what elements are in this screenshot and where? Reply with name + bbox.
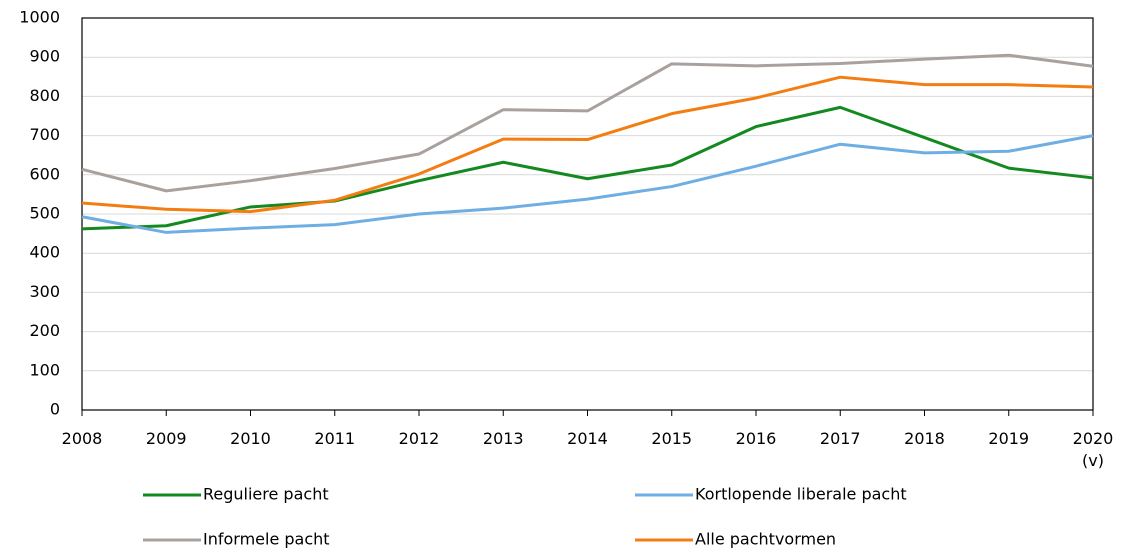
series-line [81,105,1094,231]
series-line [81,75,1094,214]
x-tick-label: 2010 [230,429,271,448]
series-line [81,53,1094,193]
y-tick-label: 500 [29,204,60,223]
legend-label: Alle pachtvormen [695,530,836,549]
series-line [81,134,1094,234]
x-tick-label: 2011 [314,429,356,448]
x-tick-label: 2013 [482,429,524,448]
legend-label: Reguliere pacht [203,485,329,504]
y-tick-label: 200 [29,321,60,340]
y-tick-label: 1000 [19,8,60,27]
x-tick-label: 2020 (v) [1072,429,1114,470]
x-tick-label: 2019 [988,429,1030,448]
x-tick-label: 2018 [904,429,945,448]
x-tick-label: 2009 [145,429,187,448]
x-tick-label: 2014 [567,429,608,448]
y-tick-label: 900 [29,47,60,66]
y-tick-label: 100 [29,360,60,379]
y-tick-label: 0 [50,400,60,419]
y-tick-label: 700 [29,125,60,144]
x-tick-label: 2012 [398,429,440,448]
legend-label: Kortlopende liberale pacht [695,485,907,504]
y-tick-label: 400 [29,243,60,262]
y-tick-label: 300 [29,282,60,301]
x-tick-label: 2015 [651,429,693,448]
x-tick-label: 2008 [61,429,103,448]
legend-label: Informele pacht [203,530,330,549]
x-tick-label: 2016 [735,429,777,448]
x-tick-label: 2017 [819,429,861,448]
y-tick-label: 600 [29,164,60,183]
y-tick-label: 800 [29,86,60,105]
